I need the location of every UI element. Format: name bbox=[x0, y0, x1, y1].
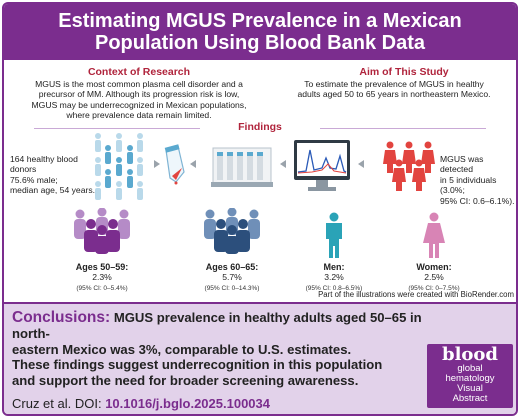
detected-text: MGUS was detected in 5 individuals (3.0%… bbox=[440, 154, 516, 206]
stat-women: Women: 2.5% (95% CI: 0–7.5%) bbox=[394, 262, 474, 294]
badge-line: Visual bbox=[457, 383, 483, 394]
journal-badge: blood global hematology Visual Abstract bbox=[427, 344, 513, 408]
context-line: where prevalence data remain limited. bbox=[66, 110, 212, 121]
stat-ages-60-65: Ages 60–65: 5.7% (95% CI: 0–14.3%) bbox=[192, 262, 272, 294]
conclusion-text: Conclusions: MGUS prevalence in healthy … bbox=[12, 310, 422, 389]
stat-value: 2.5% bbox=[424, 272, 444, 282]
blood-tube-icon bbox=[164, 144, 185, 185]
man-icon bbox=[326, 212, 342, 258]
woman-icon bbox=[423, 212, 445, 258]
detected-line: (3.0%; bbox=[440, 185, 465, 196]
donors-line: 164 healthy blood bbox=[10, 154, 78, 164]
stat-label: Men: bbox=[323, 262, 345, 272]
detected-line: in 5 individuals bbox=[440, 174, 497, 185]
aim-text: To estimate the prevalence of MGUS in he… bbox=[274, 79, 514, 100]
donors-line: median age, 54 years. bbox=[10, 185, 96, 196]
context-line: precursor of MM. Although its progressio… bbox=[38, 89, 240, 100]
aim-heading: Aim of This Study bbox=[359, 66, 449, 78]
aim-line: To estimate the prevalence of MGUS in he… bbox=[304, 79, 484, 89]
donors-line: 75.6% male; bbox=[10, 174, 58, 185]
conclusion-label: Conclusions: bbox=[12, 309, 111, 326]
donors-text: 164 healthy blood donors 75.6% male; med… bbox=[10, 154, 106, 196]
donor-crowd-icon bbox=[95, 133, 143, 200]
context-heading: Context of Research bbox=[87, 66, 191, 78]
electrophoresis-monitor-icon bbox=[294, 140, 350, 191]
illustration-credit: Part of the illustrations were created w… bbox=[318, 290, 514, 299]
context-line: MGUS may be underrecognized in Mexican p… bbox=[31, 99, 247, 110]
badge-line: Abstract bbox=[452, 393, 488, 404]
stat-ci: (95% CI: 0–14.3%) bbox=[204, 285, 260, 292]
age-50-59-group-icon bbox=[74, 208, 130, 254]
stat-ci: (95% CI: 0–5.4%) bbox=[76, 285, 128, 292]
title-banner: Estimating MGUS Prevalence in a Mexican … bbox=[4, 4, 516, 60]
findings-heading: Findings bbox=[200, 121, 320, 133]
citation: Cruz et al. DOI: 10.1016/j.bglo.2025.100… bbox=[12, 396, 270, 411]
stat-label: Women: bbox=[416, 262, 452, 272]
title-line-2: Population Using Blood Bank Data bbox=[94, 32, 425, 54]
donors-line: donors bbox=[10, 164, 37, 175]
context-text: MGUS is the most common plasma cell diso… bbox=[14, 79, 264, 121]
doi-link[interactable]: 10.1016/j.bglo.2025.100034 bbox=[105, 396, 270, 411]
visual-abstract: Estimating MGUS Prevalence in a Mexican … bbox=[2, 2, 518, 416]
title-line-1: Estimating MGUS Prevalence in a Mexican bbox=[58, 10, 462, 32]
mgus-positive-group-icon bbox=[383, 141, 435, 191]
detected-line: 95% CI: 0.6–6.1%). bbox=[440, 195, 515, 206]
stat-value: 3.2% bbox=[324, 272, 344, 282]
stat-ci: (95% CI: 0–7.5%) bbox=[408, 285, 460, 292]
conclusion-line: MGUS prevalence in healthy adults aged 5… bbox=[12, 310, 422, 341]
stat-value: 5.7% bbox=[222, 272, 242, 282]
stat-label: Ages 60–65: bbox=[205, 262, 259, 272]
stat-value: 2.3% bbox=[92, 272, 112, 282]
conclusion-line: eastern Mexico was 3%, comparable to U.S… bbox=[12, 341, 352, 357]
stat-men: Men: 3.2% (95% CI: 0.8–6.5%) bbox=[294, 262, 374, 294]
badge-brand: blood bbox=[441, 344, 499, 365]
flow-arrows bbox=[154, 160, 364, 168]
context-line: MGUS is the most common plasma cell diso… bbox=[35, 79, 243, 89]
conclusion-line: These findings suggest underrecognition … bbox=[12, 357, 383, 373]
citation-prefix: Cruz et al. DOI: bbox=[12, 396, 106, 411]
badge-line: hematology bbox=[445, 373, 495, 384]
stat-ci: (95% CI: 0.8–6.5%) bbox=[305, 285, 363, 292]
age-60-65-group-icon bbox=[204, 208, 260, 254]
aim-line: adults aged 50 to 65 years in northeaste… bbox=[297, 89, 491, 100]
stat-ages-50-59: Ages 50–59: 2.3% (95% CI: 0–5.4%) bbox=[62, 262, 142, 294]
stat-label: Ages 50–59: bbox=[75, 262, 129, 272]
conclusion-panel: Conclusions: MGUS prevalence in healthy … bbox=[4, 302, 516, 414]
badge-line: global bbox=[457, 363, 483, 374]
conclusion-line: and support the need for broader screeni… bbox=[12, 373, 359, 389]
detected-line: MGUS was detected bbox=[440, 154, 484, 175]
sample-rack-icon bbox=[211, 147, 273, 187]
